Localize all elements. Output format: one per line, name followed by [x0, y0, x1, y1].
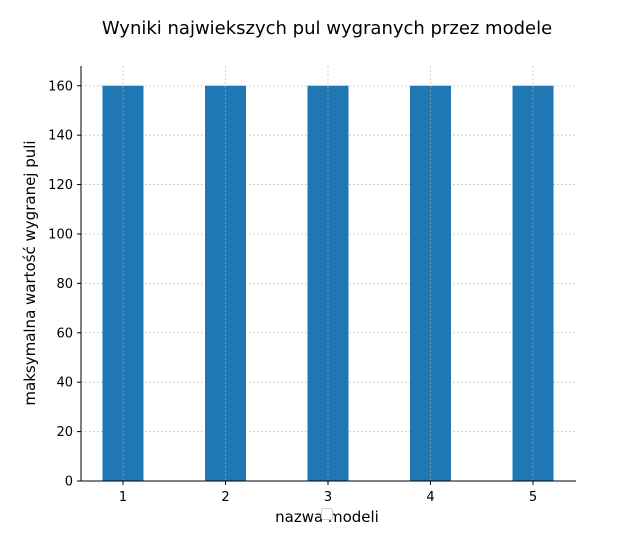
y-tick-label: 20	[56, 425, 73, 440]
y-axis-label: maksymalna wartość wygranej puli	[21, 140, 39, 405]
y-tick-label: 160	[48, 79, 73, 94]
x-tick-label: 1	[119, 490, 127, 505]
y-tick-label: 80	[56, 277, 73, 292]
y-tick-label: 140	[48, 129, 73, 144]
x-tick-label: 2	[221, 490, 229, 505]
y-tick-label: 40	[56, 376, 73, 391]
x-tick-label: 5	[529, 490, 537, 505]
legend-box	[321, 508, 333, 520]
y-tick-label: 0	[65, 475, 73, 490]
x-tick-label: 3	[324, 490, 332, 505]
y-tick-label: 120	[48, 178, 73, 193]
chart-title: Wyniki najwiekszych pul wygranych przez …	[102, 18, 552, 39]
y-tick-label: 60	[56, 326, 73, 341]
x-tick-label: 4	[426, 490, 434, 505]
ticks-layer: 0 20 40 60 80 100 120 140 160 1 2 3 4 5	[48, 79, 537, 505]
y-tick-label: 100	[48, 227, 73, 242]
